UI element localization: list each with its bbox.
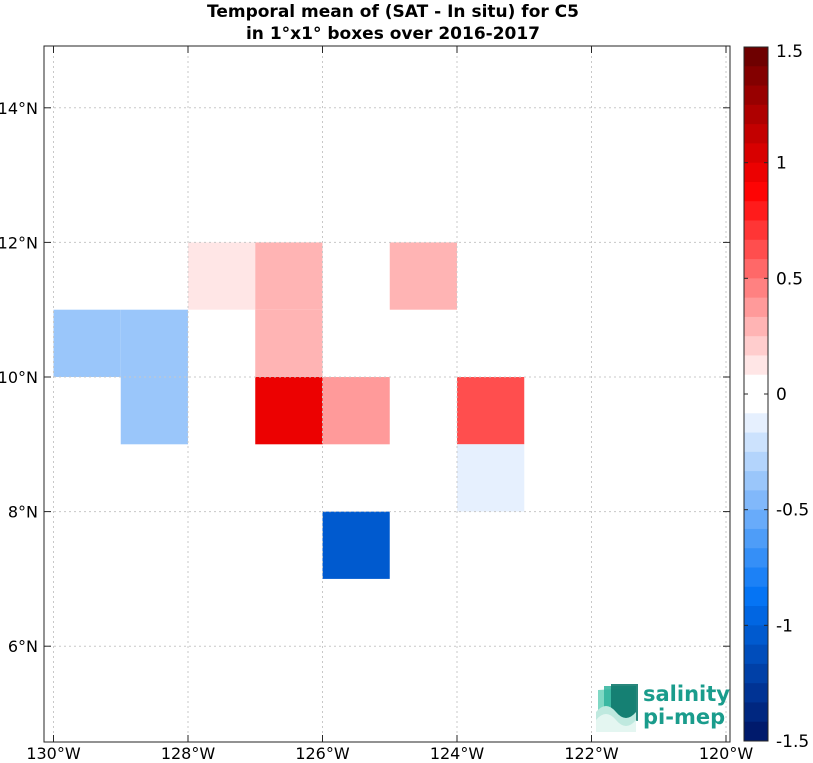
y-tick-label: 10°N xyxy=(0,368,38,387)
colorbar-segment xyxy=(744,413,768,434)
colorbar-segment xyxy=(744,66,768,87)
heatmap-cell xyxy=(188,242,256,310)
colorbar-tick-label: 0 xyxy=(776,385,787,405)
colorbar-tick-label: 1.5 xyxy=(776,42,803,62)
colorbar-segment xyxy=(744,297,768,318)
x-tick-label: 124°W xyxy=(430,744,485,763)
colorbar-segment xyxy=(744,702,768,723)
colorbar-segment xyxy=(744,124,768,144)
colorbar-segment xyxy=(744,625,768,646)
colorbar-segment xyxy=(744,278,768,299)
heatmap-cell xyxy=(389,242,457,310)
heatmap-cell xyxy=(457,444,525,512)
colorbar-tick-label: -1.5 xyxy=(776,732,809,752)
heatmap-cell xyxy=(120,377,188,445)
colorbar-segment xyxy=(744,85,768,106)
colorbar-segment xyxy=(744,606,768,626)
colorbar-segment xyxy=(744,663,768,684)
x-tick-label: 128°W xyxy=(161,744,216,763)
colorbar-segment xyxy=(744,336,768,356)
salinity-pi-mep-logo: salinity pi-mep xyxy=(596,682,730,732)
heatmap-cell xyxy=(322,511,390,579)
colorbar-segment xyxy=(744,490,768,511)
x-tick-label: 122°W xyxy=(564,744,619,763)
colorbar-tick-label: -1 xyxy=(776,616,793,636)
title-line-2: in 1°x1° boxes over 2016-2017 xyxy=(246,24,540,44)
colorbar-segment xyxy=(744,104,768,125)
colorbar-segment xyxy=(744,201,768,221)
x-tick-label: 120°W xyxy=(699,744,754,763)
colorbar-segment xyxy=(744,683,768,703)
colorbar-segment xyxy=(744,432,768,453)
wave-logo-icon xyxy=(596,684,638,732)
heatmap-cell xyxy=(457,377,525,445)
plot-frame xyxy=(43,45,731,743)
title-line-1: Temporal mean of (SAT - In situ) for C5 xyxy=(207,2,579,22)
colorbar-segment xyxy=(744,451,768,472)
x-tick-label: 130°W xyxy=(26,744,81,763)
x-tick-label: 126°W xyxy=(295,744,350,763)
heatmap-cell xyxy=(53,309,121,377)
colorbar-segment xyxy=(744,181,768,202)
colorbar-segment xyxy=(744,586,768,607)
logo-line-2: pi-mep xyxy=(643,705,725,729)
colorbar-tick-label: -0.5 xyxy=(776,501,809,521)
colorbar-segment xyxy=(744,721,768,742)
colorbar-segment xyxy=(744,644,768,665)
colorbar-segment xyxy=(744,220,768,241)
colorbar-segment xyxy=(744,259,768,279)
colorbar-segment xyxy=(744,316,768,337)
heatmap-cell xyxy=(322,377,390,445)
heatmap-cell xyxy=(255,377,323,445)
colorbar-segment xyxy=(744,374,768,395)
colorbar-segment xyxy=(744,355,768,376)
colorbar-segment xyxy=(744,471,768,491)
colorbar-tick-label: 0.5 xyxy=(776,269,803,289)
colorbar-segment xyxy=(744,528,768,549)
colorbar-segment xyxy=(744,162,768,183)
colorbar-segment xyxy=(744,239,768,260)
ticks-layer: 130°W 128°W 126°W 124°W 122°W 120°W 6°N 8°N 10°N… xyxy=(0,46,753,763)
colorbar: 1.5 1 0.5 0 -0.5 -1 -1.5 xyxy=(743,42,809,752)
heatmap-cell xyxy=(120,309,188,377)
y-tick-label: 8°N xyxy=(8,503,38,522)
colorbar-segment xyxy=(744,509,768,530)
colorbar-tick-label: 1 xyxy=(776,154,787,174)
chart-title: Temporal mean of (SAT - In situ) for C5 … xyxy=(207,2,579,44)
y-tick-label: 6°N xyxy=(8,637,38,656)
y-tick-label: 12°N xyxy=(0,233,38,252)
grid-layer xyxy=(44,46,730,742)
y-tick-label: 14°N xyxy=(0,99,38,118)
colorbar-segment xyxy=(744,567,768,588)
cells-layer xyxy=(53,242,525,579)
colorbar-segment xyxy=(744,394,768,414)
colorbar-segment xyxy=(744,548,768,568)
colorbar-segment xyxy=(744,47,768,67)
logo-line-1: salinity xyxy=(643,682,730,706)
heatmap-cell xyxy=(255,242,323,310)
heatmap-cell xyxy=(255,309,323,377)
colorbar-segment xyxy=(744,143,768,164)
